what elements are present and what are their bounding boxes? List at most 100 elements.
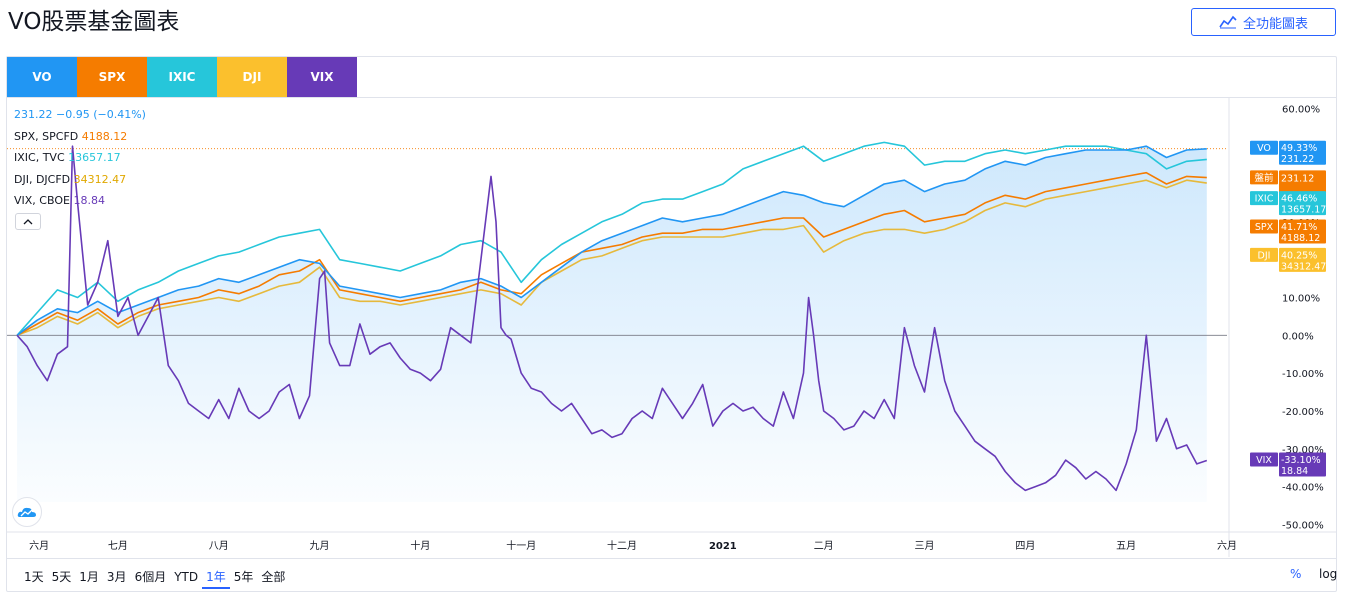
chevron-up-icon	[23, 218, 33, 224]
price-badge-percent: -33.10%	[1281, 455, 1321, 466]
time-range-selector: 1天 5天 1月 3月 6個月 YTD 1年 5年 全部	[20, 567, 289, 589]
series-line-dji	[16, 179, 1207, 337]
series-line-ixic	[16, 141, 1207, 336]
x-tick-label: 六月	[1217, 540, 1237, 552]
x-tick-label: 十二月	[607, 539, 637, 552]
x-tick-label: 八月	[209, 540, 229, 552]
legend-value: 231.22 −0.95 (−0.41%)	[14, 108, 146, 121]
range-5d[interactable]: 5天	[51, 570, 72, 584]
legend-value: 34312.47	[73, 172, 127, 186]
range-3m[interactable]: 3月	[106, 570, 127, 584]
price-badge-percent: 40.25%	[1281, 250, 1317, 261]
chart-widget: VO SPX IXIC DJI VIX 60.00%50.00%40.00%30…	[6, 56, 1337, 592]
price-badge-percent: 41.71%	[1281, 222, 1317, 233]
price-badge-box	[1279, 247, 1326, 272]
x-tick-label: 十月	[410, 539, 430, 552]
price-badge-box	[1279, 452, 1326, 477]
tab-spx[interactable]: SPX	[77, 57, 147, 97]
legend-value: 4188.12	[81, 129, 128, 143]
percent-scale-toggle[interactable]: %	[1290, 567, 1302, 581]
range-1y[interactable]: 1年	[202, 567, 230, 589]
x-tick-label: 七月	[108, 540, 128, 552]
x-tick-label: 十一月	[506, 539, 536, 552]
x-tick-label: 三月	[915, 540, 935, 552]
y-tick-label: -10.00%	[1282, 369, 1324, 380]
series-line-spx	[16, 171, 1207, 336]
page-title: VO股票基金圖表	[8, 9, 180, 35]
price-badge-value: 34312.47	[1281, 261, 1326, 272]
price-badge-label: 盤前	[1254, 172, 1273, 184]
legend-row-vix: VIX, CBOE 18.84	[14, 190, 146, 212]
series-line-vo	[16, 145, 1207, 336]
tabs-divider	[7, 97, 1336, 98]
vo-area-fill	[17, 146, 1207, 502]
legend-value: 18.84	[73, 194, 105, 207]
price-badge-box	[1279, 219, 1326, 244]
legend-name: SPX, SPCFD	[14, 129, 79, 143]
x-tick-label: 五月	[1116, 540, 1136, 552]
x-tick-label: 九月	[310, 540, 330, 552]
tab-vix[interactable]: VIX	[287, 57, 357, 97]
series-line-vix	[16, 145, 1208, 492]
price-badge-symbol	[1250, 170, 1278, 185]
tab-dji[interactable]: DJI	[217, 57, 287, 97]
price-badge-label: SPX	[1255, 222, 1274, 233]
y-tick-label: -50.00%	[1282, 520, 1324, 531]
y-tick-label: 10.00%	[1282, 293, 1320, 304]
price-badge-box	[1279, 170, 1326, 195]
price-badge-symbol	[1250, 191, 1278, 206]
price-badge-label: DJI	[1258, 250, 1271, 261]
legend-row-ixic: IXIC, TVC 13657.17	[14, 147, 146, 169]
range-ytd[interactable]: YTD	[174, 570, 199, 584]
symbol-tabs: VO SPX IXIC DJI VIX	[7, 57, 357, 97]
range-all[interactable]: 全部	[261, 570, 286, 584]
y-tick-label: -30.00%	[1282, 445, 1324, 456]
price-badge-box	[1279, 191, 1326, 216]
bottom-divider	[7, 558, 1336, 559]
legend-row-dji: DJI, DJCFD 34312.47	[14, 169, 146, 191]
price-badge-symbol	[1250, 247, 1278, 262]
price-badge-symbol	[1250, 140, 1278, 155]
chart-legend: 231.22 −0.95 (−0.41%) SPX, SPCFD 4188.12…	[14, 104, 146, 212]
legend-name: VIX, CBOE	[14, 194, 70, 207]
chart-line-icon	[1219, 15, 1237, 29]
price-badge-symbol	[1250, 452, 1278, 467]
tab-vo[interactable]: VO	[7, 57, 77, 97]
tradingview-logo[interactable]	[12, 497, 42, 527]
legend-value: 13657.17	[68, 151, 121, 164]
full-chart-button[interactable]: 全功能圖表	[1191, 8, 1336, 36]
price-badge-percent: 46.46%	[1281, 194, 1317, 205]
legend-name: IXIC, TVC	[14, 151, 65, 164]
y-tick-label: 60.00%	[1282, 104, 1320, 115]
y-tick-label: -20.00%	[1282, 407, 1324, 418]
price-badge-label: IXIC	[1255, 194, 1274, 205]
price-badge-box	[1279, 140, 1326, 165]
price-badge-label: VIX	[1256, 455, 1272, 466]
x-tick-label: 二月	[814, 540, 834, 552]
price-badge-value: 231.12	[1281, 173, 1314, 184]
full-chart-button-label: 全功能圖表	[1242, 16, 1308, 32]
price-badge-label: VO	[1257, 143, 1271, 154]
y-tick-label: 0.00%	[1282, 331, 1314, 342]
range-5y[interactable]: 5年	[233, 570, 254, 584]
range-6m[interactable]: 6個月	[134, 570, 167, 584]
range-1m[interactable]: 1月	[79, 570, 99, 584]
legend-name: DJI, DJCFD	[14, 172, 71, 186]
legend-collapse-button[interactable]	[15, 213, 41, 230]
tab-ixic[interactable]: IXIC	[147, 57, 217, 97]
price-badge-symbol	[1250, 219, 1278, 234]
x-tick-label: 2021	[709, 541, 737, 552]
legend-row-spx: SPX, SPCFD 4188.12	[14, 126, 146, 148]
comparison-chart[interactable]: 60.00%50.00%40.00%30.00%20.00%10.00%0.00…	[7, 57, 1336, 557]
price-badge-value: 4188.12	[1281, 233, 1320, 244]
price-badge-percent: 49.33%	[1281, 143, 1317, 154]
price-badge-value: 231.22	[1281, 154, 1314, 165]
price-badge-value: 13657.17	[1281, 205, 1326, 216]
legend-row-vo: 231.22 −0.95 (−0.41%)	[14, 104, 146, 126]
range-1d[interactable]: 1天	[24, 570, 44, 584]
x-tick-label: 四月	[1015, 540, 1035, 552]
log-scale-toggle[interactable]: log	[1319, 567, 1338, 581]
cloud-logo-icon	[17, 507, 36, 517]
price-badge-value: 18.84	[1281, 466, 1308, 477]
x-tick-label: 六月	[29, 540, 49, 552]
